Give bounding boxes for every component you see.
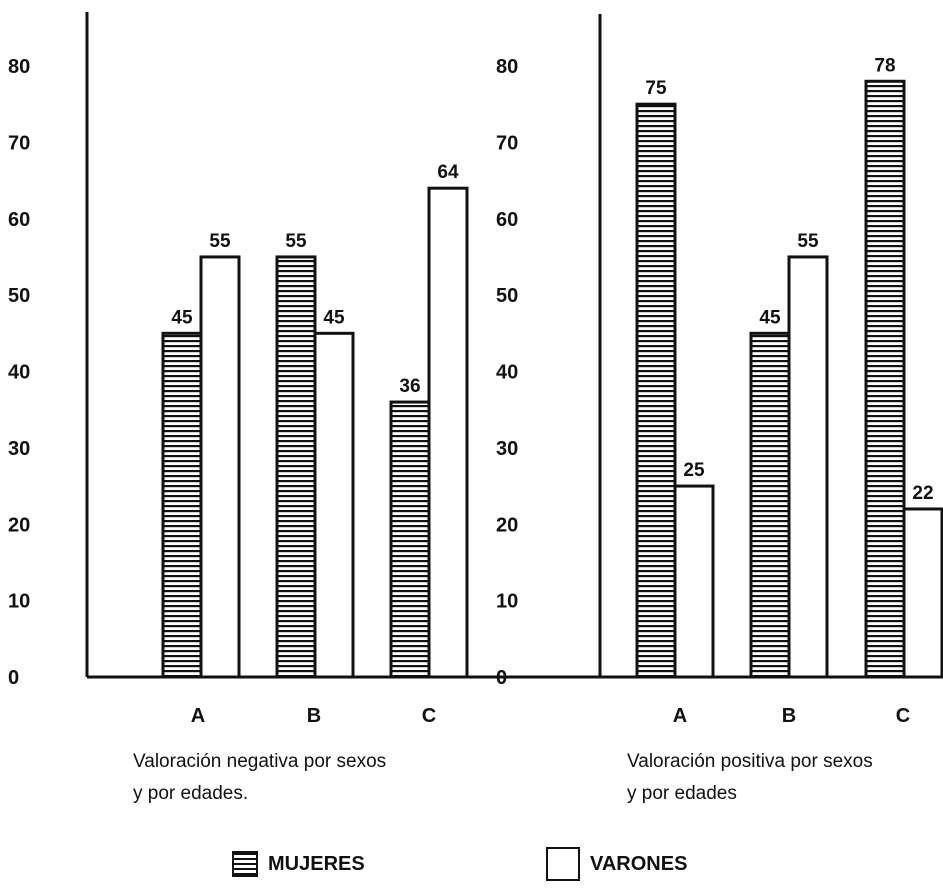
bar-varones [787, 255, 829, 679]
bar-value-label: 45 [323, 307, 345, 328]
y-tick-label: 80 [8, 56, 30, 78]
bar-varones [313, 331, 355, 679]
y-tick-label: 70 [496, 132, 518, 154]
bar-mujeres [389, 400, 431, 679]
y-tick-label: 10 [8, 591, 30, 613]
y-tick-label: 20 [8, 514, 30, 536]
bar-value-label: 45 [171, 307, 193, 328]
y-tick-label: 40 [496, 362, 518, 384]
x-category-label: C [422, 705, 436, 727]
x-category-label: B [782, 705, 796, 727]
chart-panel-positive: 0 10 20 30 40 50 60 70 80 A B C 75 25 45 55 78 22 [478, 14, 943, 727]
x-category-label: A [191, 705, 205, 727]
y-tick-label: 30 [8, 438, 30, 460]
legend-mujeres: MUJERES [232, 851, 365, 877]
bar-value-label: 64 [437, 162, 459, 183]
legend-label-mujeres: MUJERES [268, 852, 365, 875]
y-tick-label: 0 [496, 667, 507, 689]
bar-value-label: 25 [683, 460, 705, 481]
x-category-label: C [896, 705, 910, 727]
legend-label-varones: VARONES [590, 852, 688, 875]
plain-swatch-icon [546, 847, 580, 881]
y-tick-label: 30 [496, 438, 518, 460]
y-tick-label: 0 [8, 667, 19, 689]
bar-value-label: 55 [285, 231, 307, 252]
x-category-label: B [307, 705, 321, 727]
bar-value-label: 22 [912, 483, 933, 504]
bar-value-label: 36 [399, 376, 420, 397]
caption-line-1: Valoración positiva por sexos [627, 751, 873, 772]
bar-value-label: 75 [645, 78, 667, 99]
chart-caption-positive: Valoración positiva por sexos y por edad… [627, 746, 873, 810]
x-category-label: A [673, 705, 687, 727]
bar-value-label: 45 [759, 307, 781, 328]
y-tick-label: 20 [496, 514, 518, 536]
y-tick-label: 10 [496, 591, 518, 613]
bar-mujeres [635, 102, 677, 679]
bar-value-label: 55 [797, 231, 819, 252]
bar-mujeres [161, 331, 203, 679]
caption-line-2: y por edades. [133, 783, 249, 804]
chart-panel-negative: 0 10 20 30 40 50 60 70 80 A B C 45 55 55 45 36 64 [8, 12, 478, 727]
bar-mujeres [864, 79, 906, 679]
y-tick-label: 40 [8, 362, 30, 384]
bar-mujeres [749, 331, 791, 679]
y-tick-label: 50 [8, 285, 30, 307]
bar-value-label: 78 [874, 55, 895, 76]
bar-varones [902, 507, 943, 679]
chart-caption-negative: Valoración negativa por sexos y por edad… [133, 746, 386, 810]
bar-mujeres [275, 255, 317, 679]
y-tick-label: 80 [496, 56, 518, 78]
bar-varones [199, 255, 241, 679]
y-tick-label: 50 [496, 285, 518, 307]
bar-varones [673, 484, 715, 679]
y-tick-label: 60 [496, 209, 518, 231]
caption-line-2: y por edades [627, 783, 737, 804]
caption-line-1: Valoración negativa por sexos [133, 751, 387, 772]
bar-varones [427, 186, 469, 679]
legend-varones: VARONES [546, 847, 687, 881]
hatched-swatch-icon [232, 851, 258, 877]
bar-value-label: 55 [209, 231, 231, 252]
y-tick-label: 70 [8, 132, 30, 154]
y-tick-label: 60 [8, 209, 30, 231]
